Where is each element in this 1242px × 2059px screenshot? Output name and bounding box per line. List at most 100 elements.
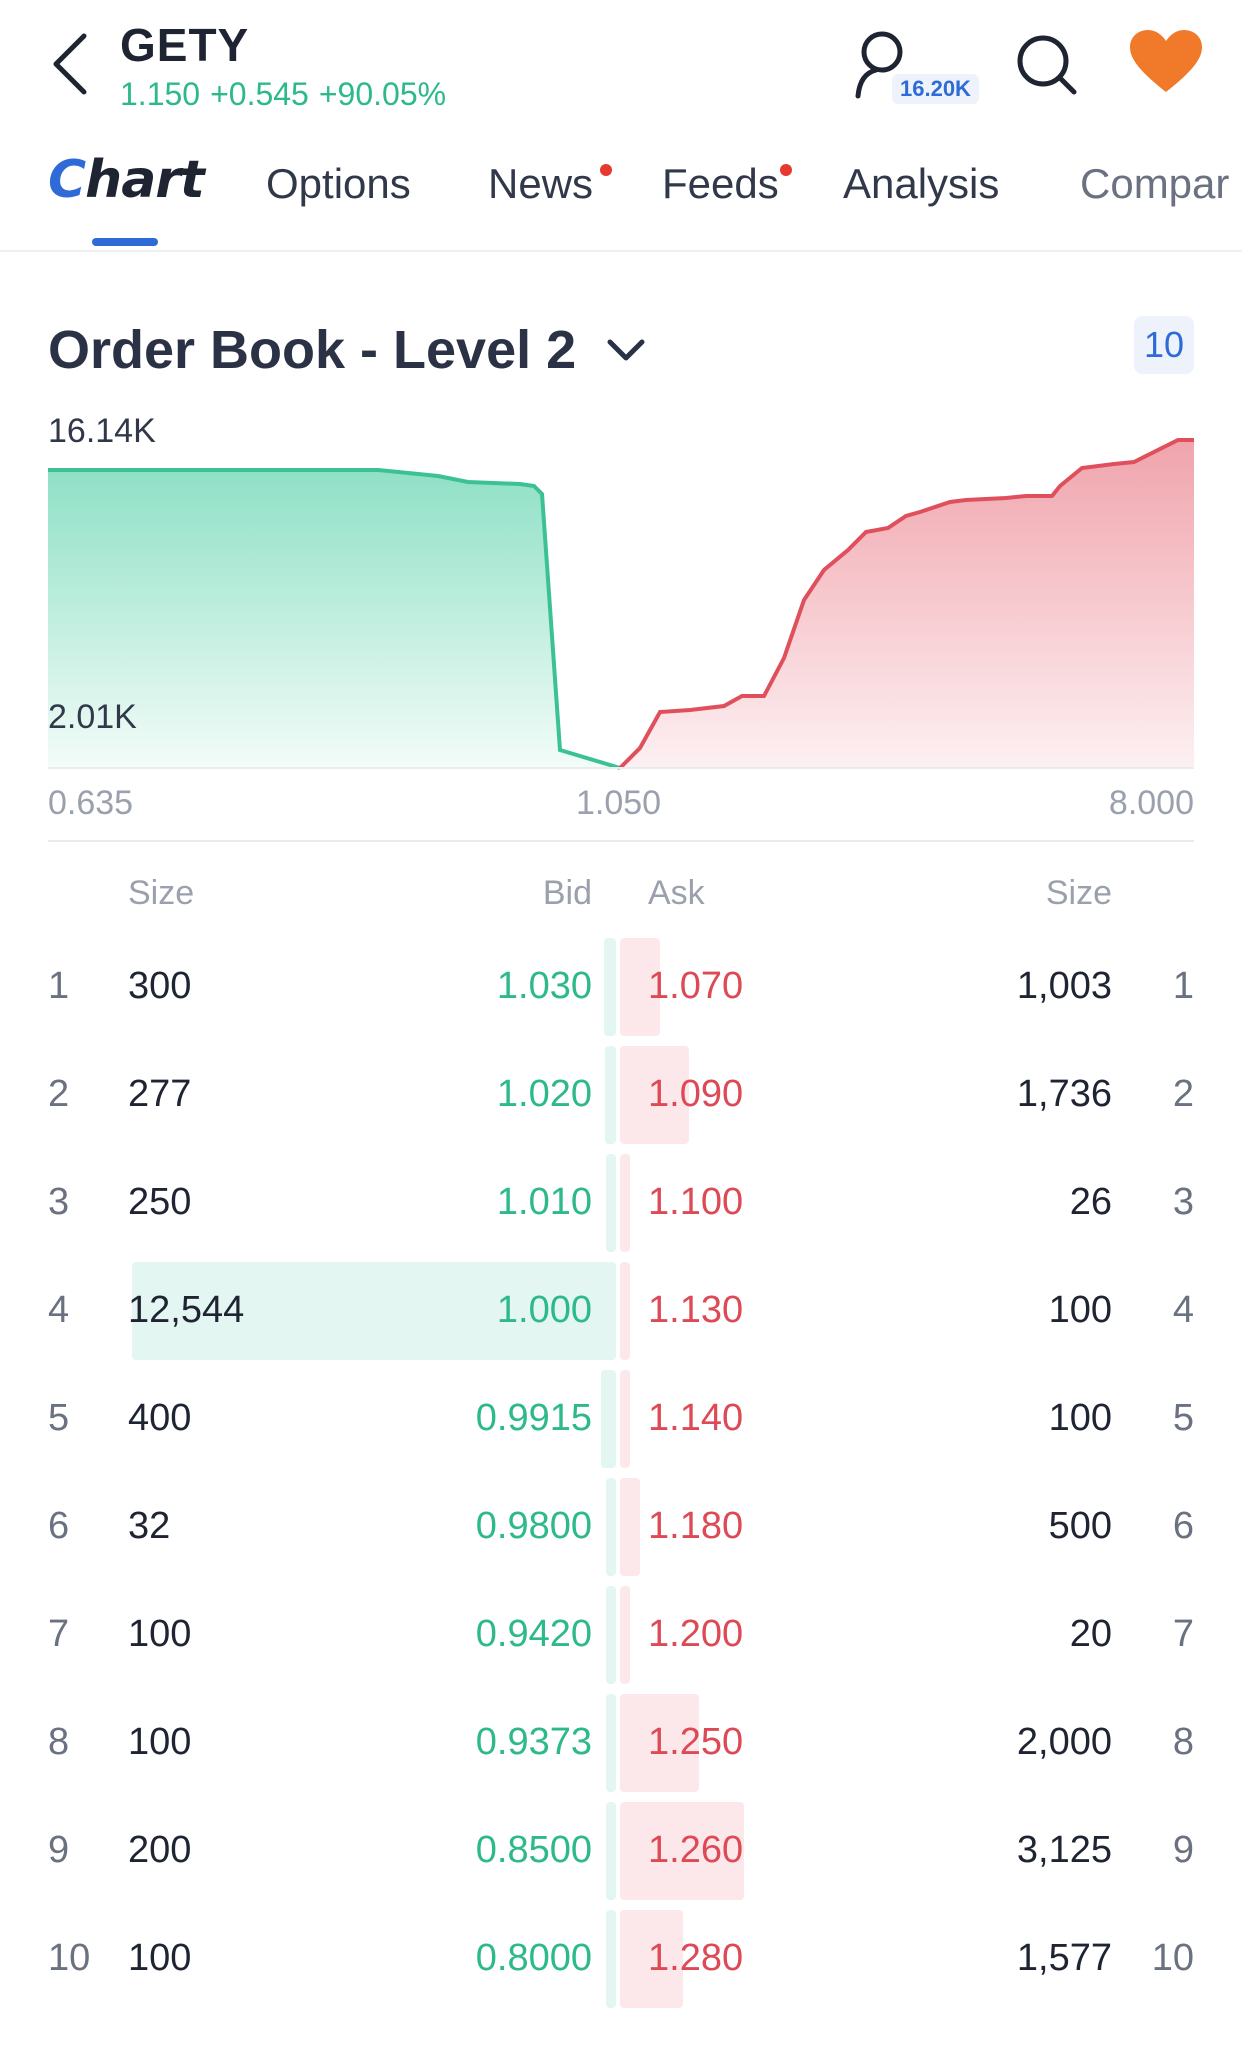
user-icon [855,31,903,99]
tab-analysis[interactable]: Analysis [843,160,999,208]
search-button[interactable] [1012,30,1082,100]
ask-depth-area [620,440,1194,768]
depth-level-button[interactable]: 10 [1134,316,1194,374]
x-axis-mid-label: 1.050 [576,784,662,822]
ask-size-bar [620,1046,689,1144]
ask-size-bar [620,1154,630,1252]
active-tab-indicator [92,238,158,246]
ask-size-header: Size [1045,874,1112,912]
back-button[interactable] [44,28,96,100]
order-book-table: Size Bid Ask Size 1 300 1.030 1.070 1,003 1 2 2… [0,860,1242,2012]
ask-price: 1.130 [648,1289,744,1331]
bid-rank: 4 [48,1289,70,1331]
chevron-down-icon [607,339,645,361]
bid-size-bar [605,1046,616,1144]
ask-price: 1.250 [648,1721,744,1763]
ask-header: Ask [648,874,705,912]
ask-price: 1.140 [648,1397,744,1439]
bid-size: 100 [128,1721,192,1763]
order-book-selector[interactable]: Order Book - Level 2 [48,310,648,390]
ask-size-bar [620,1370,630,1468]
bid-size: 200 [128,1829,192,1871]
bid-size-bar [604,938,616,1036]
bid-price: 1.030 [496,965,592,1007]
ask-price: 1.090 [648,1073,744,1115]
bid-rank: 7 [48,1613,70,1655]
bid-size-header: Size [128,874,195,912]
order-rows: 1 300 1.030 1.070 1,003 1 2 277 1.020 1.090 1,736 2… [0,932,1242,2012]
ask-size: 3,125 [1016,1829,1112,1871]
news-unread-dot [600,164,612,176]
bid-rank: 2 [48,1073,70,1115]
ask-rank: 6 [1172,1505,1194,1547]
ask-rank: 4 [1172,1289,1194,1331]
order-row: 5 400 0.9915 1.140 100 5 [0,1364,1242,1472]
bid-size-bar [606,1802,616,1900]
tab-options[interactable]: Options [266,160,411,208]
bid-rank: 3 [48,1181,70,1223]
price-change-percent: +90.05% [318,76,447,112]
ask-rank: 1 [1172,965,1194,1007]
bid-size: 100 [128,1937,192,1979]
y-axis-min-label: 2.01K [48,698,137,736]
ask-size-bar [620,1910,683,2008]
bid-size: 100 [128,1613,192,1655]
ask-price: 1.180 [648,1505,744,1547]
bid-depth-line [48,468,621,770]
ask-price: 1.100 [648,1181,744,1223]
order-book-title: Order Book - Level 2 [48,320,577,380]
bid-size: 12,544 [128,1289,245,1331]
tab-news[interactable]: News [488,160,593,208]
bid-price: 0.9420 [475,1613,592,1655]
tab-bar: Chart Options News Feeds Analysis Compar [0,150,1242,252]
tab-feeds[interactable]: Feeds [662,160,779,208]
order-row: 8 100 0.9373 1.250 2,000 8 [0,1688,1242,1796]
table-header: Size Bid Ask Size [0,860,1242,932]
bid-price: 0.9915 [475,1397,592,1439]
heart-icon [1130,30,1202,92]
bid-size-bar [601,1370,616,1468]
bid-price: 0.8000 [475,1937,592,1979]
bid-size-bar [132,1262,616,1360]
order-row: 6 32 0.9800 1.180 500 6 [0,1472,1242,1580]
tab-compare[interactable]: Compar [1080,160,1229,208]
ask-rank: 9 [1172,1829,1194,1871]
depth-chart-svg [48,438,1194,770]
quote-line: 1.150 +0.545 +90.05% [120,76,446,113]
bid-size-bar [606,1694,616,1792]
ask-rank: 8 [1172,1721,1194,1763]
ask-size-bar [620,1802,744,1900]
bid-price: 1.020 [496,1073,592,1115]
stock-header: GETY 1.150 +0.545 +90.05% 16.20K [0,0,1242,130]
ask-size-bar [620,1262,630,1360]
ask-size: 26 [1069,1181,1112,1223]
depth-chart: 16.14K 2.01K 0.635 1.050 8.000 [48,400,1194,822]
bid-price: 1.000 [496,1289,592,1331]
bid-rank: 6 [48,1505,70,1547]
bid-rank: 9 [48,1829,70,1871]
order-row: 9 200 0.8500 1.260 3,125 9 [0,1796,1242,1904]
x-axis-right-label: 8.000 [1108,784,1194,822]
ask-rank: 3 [1172,1181,1194,1223]
tab-chart[interactable]: Chart [48,150,205,210]
ask-depth-line [618,438,1194,770]
ask-rank: 2 [1172,1073,1194,1115]
bid-size-bar [606,1910,616,2008]
bid-rank: 10 [48,1937,91,1979]
ask-size: 500 [1048,1505,1112,1547]
tab-feeds-label: Feeds [662,160,779,207]
bid-rank: 8 [48,1721,70,1763]
ask-size-bar [620,1478,640,1576]
order-row: 2 277 1.020 1.090 1,736 2 [0,1040,1242,1148]
feeds-unread-dot [780,164,792,176]
last-price: 1.150 [120,76,201,112]
search-icon [1017,35,1077,95]
tab-news-label: News [488,160,594,207]
bid-size: 250 [128,1181,192,1223]
ask-size-bar [620,1586,630,1684]
ask-size: 20 [1069,1613,1112,1655]
watchers-button[interactable]: 16.20K [852,30,982,110]
ask-rank: 10 [1151,1937,1194,1979]
favorite-button[interactable] [1128,28,1204,100]
bid-price: 0.9800 [475,1505,592,1547]
